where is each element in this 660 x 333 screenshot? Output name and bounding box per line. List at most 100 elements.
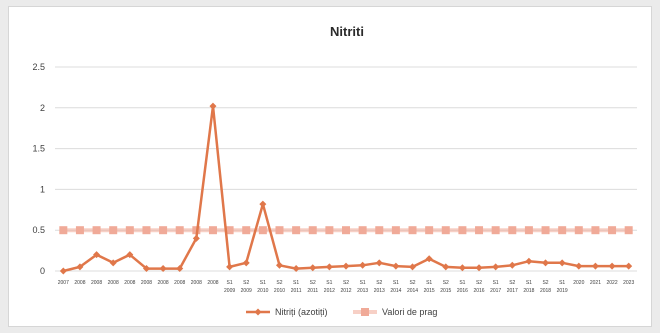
threshold-point [75, 226, 84, 235]
threshold-point [558, 226, 567, 235]
nitrites-point [275, 261, 283, 269]
y-tick-label: 1.5 [32, 144, 45, 154]
x-tick-label: 2011 [307, 288, 318, 294]
x-tick-label: S1 [360, 280, 366, 286]
nitrites-point [325, 263, 333, 271]
x-tick-label: S1 [393, 280, 399, 286]
legend-label: Nitriți (azotiți) [275, 307, 328, 317]
nitrites-point [458, 264, 466, 272]
nitrites-point [342, 262, 350, 270]
nitrites-point [292, 265, 300, 273]
nitrites-point [359, 261, 367, 269]
threshold-point [275, 226, 284, 235]
x-tick-label: 2008 [108, 280, 119, 286]
x-tick-label: S2 [409, 280, 415, 286]
x-tick-label: S1 [559, 280, 565, 286]
series-line-nitrites [63, 104, 629, 273]
nitrites-point [309, 264, 317, 272]
nitrites-point [93, 251, 101, 259]
nitrites-point [159, 265, 167, 273]
x-tick-label: 2017 [507, 288, 518, 294]
x-tick-label: S1 [293, 280, 299, 286]
x-tick-label: 2013 [374, 288, 385, 294]
threshold-point [242, 226, 251, 235]
x-tick-label: 2021 [590, 280, 601, 286]
series-1 [59, 226, 633, 235]
x-tick-label: S2 [509, 280, 515, 286]
x-tick-label: 2009 [241, 288, 252, 294]
x-tick-label: S2 [243, 280, 249, 286]
threshold-point [541, 226, 550, 235]
x-tick-label: S1 [526, 280, 532, 286]
x-tick-label: S2 [443, 280, 449, 286]
nitrites-point [475, 264, 483, 272]
x-tick-label: 2011 [291, 288, 302, 294]
x-tick-label: 2008 [124, 280, 135, 286]
y-tick-label: 1 [40, 184, 45, 194]
threshold-point [92, 226, 101, 235]
threshold-point [142, 226, 151, 235]
nitrites-point [242, 259, 250, 267]
x-tick-label: 2014 [407, 288, 418, 294]
y-tick-label: 0.5 [32, 225, 45, 235]
threshold-point [408, 226, 417, 235]
nitrites-point [375, 259, 383, 267]
threshold-point [475, 226, 484, 235]
x-tick-label: 2018 [540, 288, 551, 294]
threshold-point [375, 226, 384, 235]
y-tick-label: 2.5 [32, 62, 45, 72]
x-tick-label: S2 [310, 280, 316, 286]
x-tick-label: 2008 [91, 280, 102, 286]
x-tick-label: S2 [542, 280, 548, 286]
threshold-point [358, 226, 367, 235]
nitrites-point [142, 265, 150, 273]
threshold-point [491, 226, 500, 235]
nitrites-point [608, 262, 616, 270]
x-tick-label: 2013 [357, 288, 368, 294]
threshold-point [175, 226, 184, 235]
threshold-point [524, 226, 533, 235]
threshold-point [258, 226, 267, 235]
nitrites-point [575, 262, 583, 270]
threshold-point [308, 226, 317, 235]
x-tick-label: S1 [493, 280, 499, 286]
chart-title: Nitriti [330, 24, 364, 39]
nitrites-point [492, 263, 500, 271]
x-tick-label: 2015 [424, 288, 435, 294]
x-tick-label: 2012 [324, 288, 335, 294]
nitrites-point [126, 251, 134, 259]
threshold-point [608, 226, 617, 235]
x-tick-label: 2020 [573, 280, 584, 286]
threshold-point [125, 226, 134, 235]
threshold-point [458, 226, 467, 235]
nitrites-point [109, 259, 117, 267]
nitrites-point [259, 200, 267, 208]
series-layer [59, 102, 633, 275]
x-tick-label: 2016 [457, 288, 468, 294]
nitrites-point [76, 263, 84, 271]
legend: Nitriți (azotiți) Valori de prag [246, 307, 437, 317]
nitrites-point [442, 263, 450, 271]
legend-diamond-icon [254, 308, 262, 316]
x-tick-label: 2023 [623, 280, 634, 286]
threshold-point [425, 226, 434, 235]
x-tick-label: 2008 [74, 280, 85, 286]
nitrites-point [192, 234, 200, 242]
threshold-point [574, 226, 583, 235]
x-tick-label: 2014 [390, 288, 401, 294]
x-tick-label: S2 [343, 280, 349, 286]
x-tick-label: S1 [426, 280, 432, 286]
threshold-point [342, 226, 350, 235]
x-tick-label: S1 [227, 280, 233, 286]
x-tick-label: 2015 [440, 288, 451, 294]
nitrites-point [226, 263, 234, 271]
nitrites-point [176, 265, 184, 273]
nitrites-point [59, 267, 67, 275]
threshold-point [441, 226, 450, 235]
threshold-point [391, 226, 400, 235]
x-tick-label: 2016 [473, 288, 484, 294]
x-tick-label: S1 [459, 280, 465, 286]
x-tick-label: 2017 [490, 288, 501, 294]
x-tick-label: 2010 [274, 288, 285, 294]
threshold-point [225, 226, 234, 235]
